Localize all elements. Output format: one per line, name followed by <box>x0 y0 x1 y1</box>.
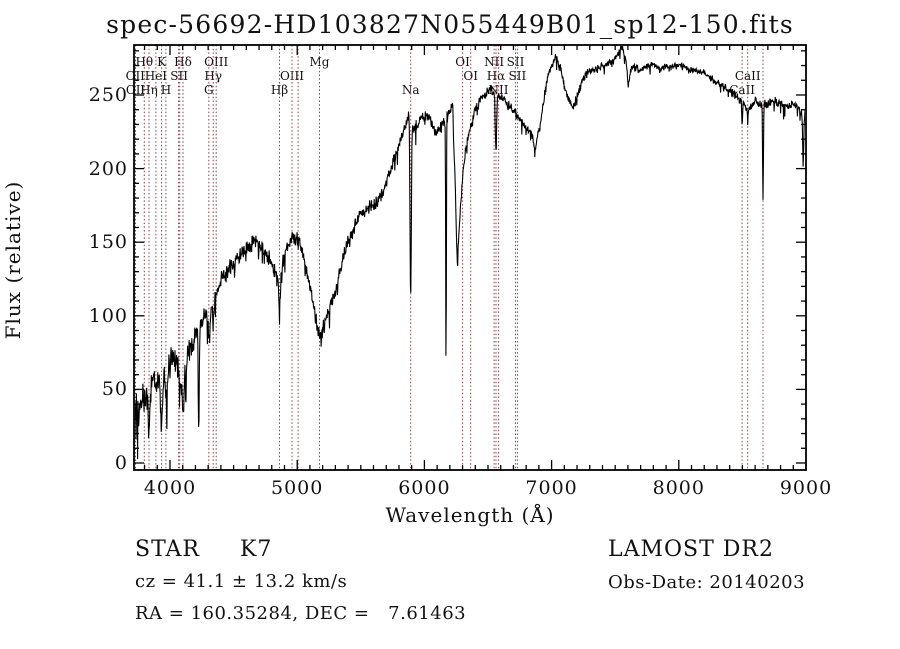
line-label-Hδ-4102: Hδ <box>174 55 192 69</box>
x-axis-title: Wavelength (Å) <box>385 503 555 527</box>
y-tick-label-100: 100 <box>88 304 128 327</box>
line-label-Hθ-3798: Hθ <box>135 55 154 69</box>
x-tick-label-8000: 8000 <box>652 477 705 499</box>
x-tick-label-7000: 7000 <box>525 477 578 499</box>
object-subclass: K7 <box>240 537 273 562</box>
line-label-K-3934: K <box>157 55 167 69</box>
line-label-Mg-5175: Mg <box>309 55 330 69</box>
x-tick-label-9000: 9000 <box>779 477 833 499</box>
observation-date: Obs-Date: 20140203 <box>608 572 806 593</box>
plot-title: spec-56692-HD103827N055449B01_sp12-150.f… <box>106 10 794 39</box>
y-tick-label-0: 0 <box>114 452 128 474</box>
coordinates: RA = 160.35284, DEC = 7.61463 <box>135 603 467 624</box>
x-tick-label-6000: 6000 <box>398 477 451 499</box>
line-label-SII-4072: SII <box>170 69 189 83</box>
line-label-SII-6716: SII <box>506 55 525 69</box>
y-tick-label-50: 50 <box>101 378 128 401</box>
line-label-NII-6548: NII <box>484 55 505 69</box>
line-label-OI-6300: OI <box>455 55 470 69</box>
object-type: STAR <box>135 537 200 562</box>
y-tick-label-200: 200 <box>88 157 128 180</box>
y-tick-label-150: 150 <box>88 231 128 254</box>
radial-velocity: cz = 41.1 ± 13.2 km/s <box>135 571 348 592</box>
line-label-OIII-4363: OIII <box>204 55 229 69</box>
plot-frame <box>133 44 807 471</box>
survey-release: LAMOST DR2 <box>608 537 774 562</box>
x-tick-label-5000: 5000 <box>271 477 324 499</box>
spectrum-trace <box>135 46 805 460</box>
x-tick-label-4000: 4000 <box>143 477 197 499</box>
object-classification: STAR K7 <box>135 537 272 562</box>
y-tick-label-250: 250 <box>88 84 128 106</box>
